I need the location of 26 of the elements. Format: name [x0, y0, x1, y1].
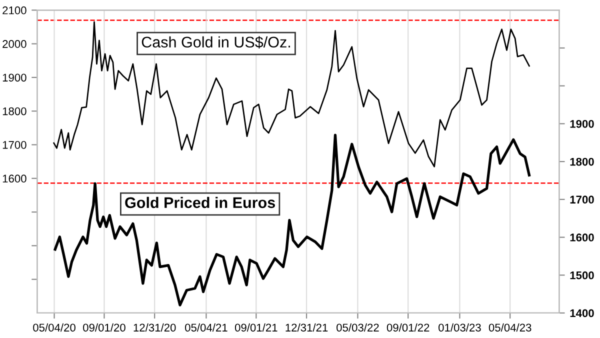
series-label: Gold Priced in Euros	[125, 196, 275, 208]
y2-tick-label: 1900	[570, 120, 594, 128]
y-tick-label: 2000	[2, 40, 26, 48]
y2-tick-label: 1500	[570, 271, 594, 280]
series-label: Cash Gold in US$/Oz.	[142, 36, 290, 48]
y-tick-label: 1800	[2, 107, 26, 116]
y-tick-label: 1600	[2, 174, 26, 183]
y2-tick-label: 1600	[570, 234, 594, 242]
x-tick-label: 05/04/21	[185, 323, 228, 332]
x-tick-label: 09/01/22	[386, 323, 430, 332]
y-tick-label: 1700	[2, 141, 26, 149]
x-tick-label: 09/01/21	[234, 323, 278, 332]
x-tick-label: 05/04/23	[488, 323, 532, 332]
x-tick-label: 12/31/20	[134, 323, 176, 332]
line-series	[54, 134, 531, 306]
y2-tick-label: 1400	[570, 309, 594, 318]
x-tick-label: 05/03/22	[336, 323, 379, 332]
x-tick-label: 09/01/20	[83, 323, 126, 332]
x-tick-label: 05/04/20	[33, 323, 76, 332]
y2-tick-label: 1800	[570, 158, 594, 166]
y-tick-label: 2100	[2, 6, 26, 14]
x-tick-label: 12/31/21	[286, 323, 328, 332]
x-tick-label: 01/03/23	[438, 323, 481, 332]
y2-tick-label: 1700	[570, 196, 594, 204]
line-series	[53, 21, 530, 168]
y-tick-label: 1900	[2, 74, 26, 82]
